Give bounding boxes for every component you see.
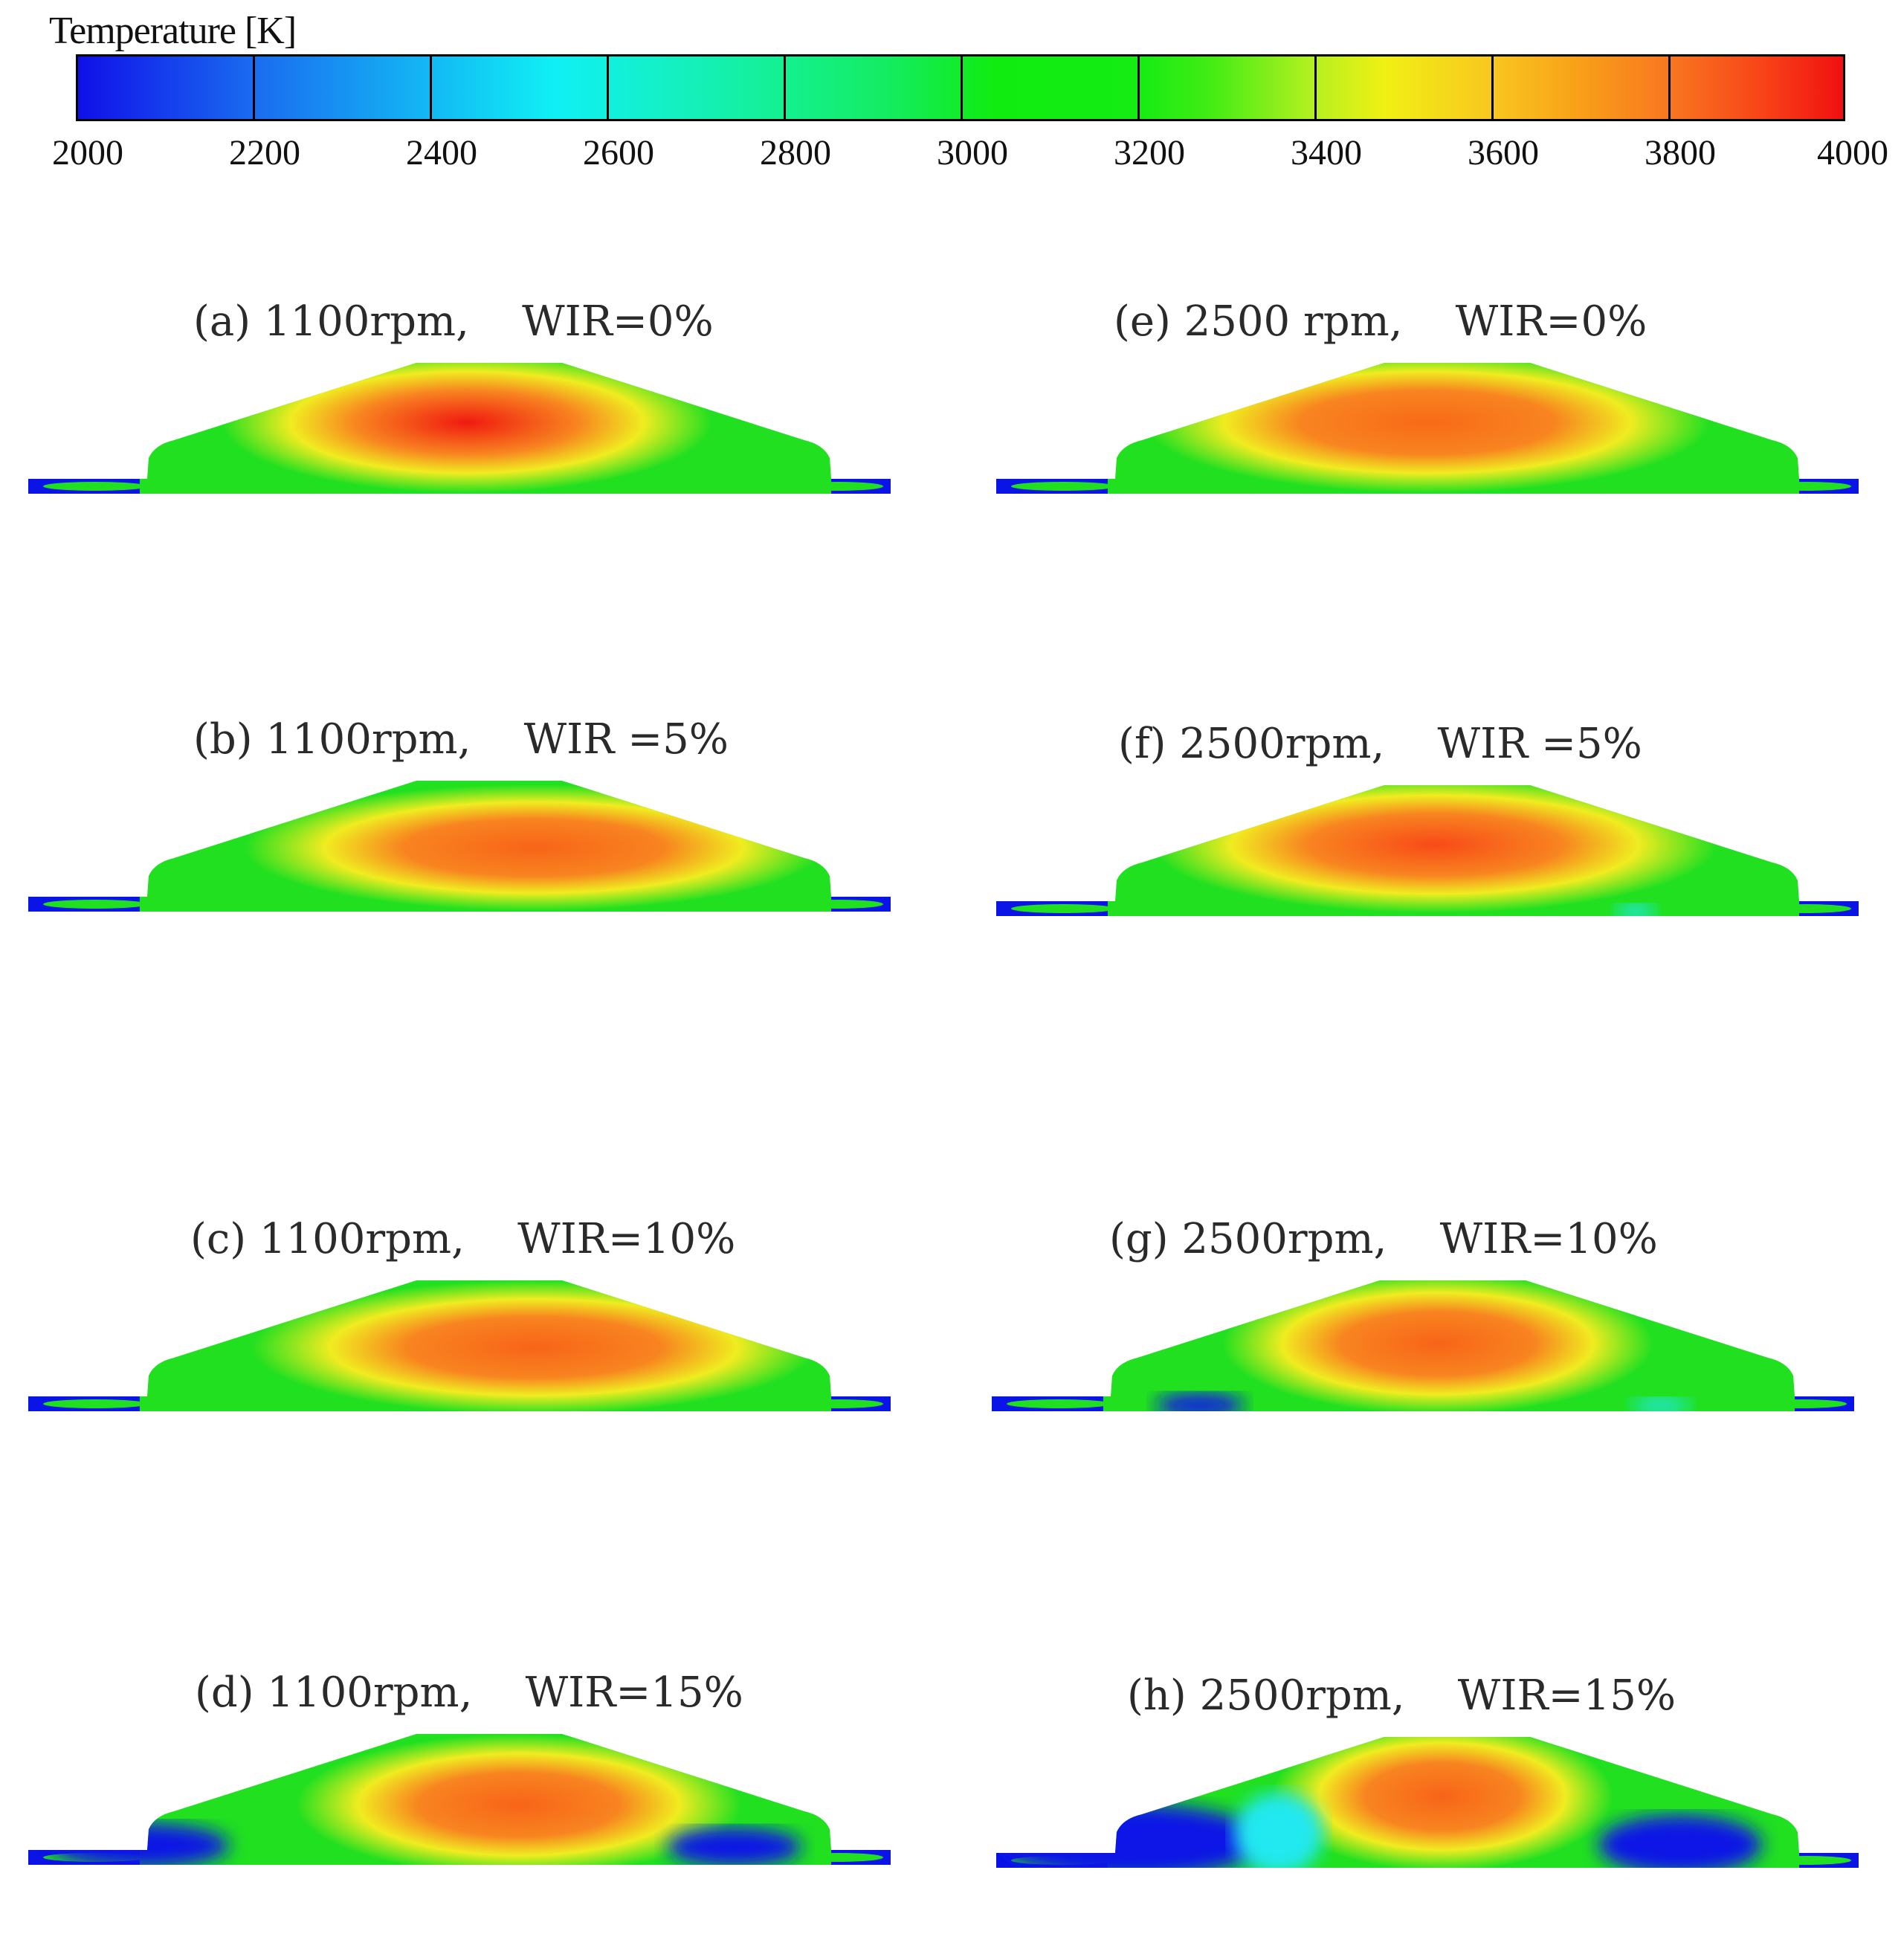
channel-streak (43, 900, 147, 909)
channel-streak (794, 1853, 883, 1862)
contour-panel-a: (a) 1100rpm, WIR=0% (28, 297, 950, 580)
cold-region (668, 1828, 801, 1865)
panel-caption: (c) 1100rpm, WIR=10% (190, 1215, 736, 1263)
colorbar-tick-label: 2000 (52, 133, 123, 173)
contour-panel-b: (b) 1100rpm, WIR =5% (28, 715, 950, 998)
cold-region (996, 1804, 1264, 1868)
cool-region (1615, 904, 1656, 916)
panel-caption: (b) 1100rpm, WIR =5% (193, 715, 729, 764)
channel-streak (1011, 904, 1115, 913)
hot-core (244, 784, 824, 911)
colorbar-tick-label: 4000 (1817, 133, 1888, 173)
contour-panel-d: (d) 1100rpm, WIR=15% (28, 1669, 950, 1951)
cold-region (51, 1823, 229, 1865)
panel-caption: (h) 2500rpm, WIR=15% (1127, 1672, 1676, 1720)
colorbar (76, 54, 1845, 121)
hot-core (296, 1734, 742, 1865)
colorbar-separator (1314, 57, 1317, 119)
channel-streak (43, 1399, 147, 1408)
figure-root: Temperature [K] 2000 2200 2400 2600 2800… (28, 10, 1901, 1868)
contour-panel-f: (f) 2500rpm, WIR =5% (996, 720, 1901, 1002)
colorbar-tick-label: 3400 (1291, 133, 1362, 173)
panel-caption: (d) 1100rpm, WIR=15% (195, 1669, 743, 1717)
temperature-contour (996, 1737, 1859, 1868)
colorbar-tick-label: 3200 (1114, 133, 1185, 173)
contour-panel-c: (c) 1100rpm, WIR=10% (28, 1215, 950, 1498)
hot-core (1271, 1737, 1613, 1868)
cold-region (1155, 1393, 1245, 1411)
cool-region (1631, 1398, 1691, 1411)
contour-field (992, 1280, 1854, 1411)
colorbar-tick-label: 3600 (1468, 133, 1539, 173)
colorbar-separator (1137, 57, 1140, 119)
channel-streak (794, 482, 883, 491)
channel-streak (1011, 482, 1115, 491)
panel-caption: (g) 2500rpm, WIR=10% (1109, 1215, 1658, 1263)
channel-streak (1762, 482, 1851, 491)
colorbar-tick-label: 2200 (229, 133, 300, 173)
cold-region (1598, 1815, 1762, 1868)
temperature-contour (28, 781, 891, 912)
channel-streak (794, 1399, 883, 1408)
colorbar-separator (253, 57, 255, 119)
contour-field (996, 1737, 1859, 1868)
contour-field (28, 363, 891, 494)
temperature-contour (28, 363, 891, 494)
colorbar-tick-label: 3000 (937, 133, 1008, 173)
contour-panel-e: (e) 2500 rpm, WIR=0% (996, 297, 1901, 580)
panel-caption: (e) 2500 rpm, WIR=0% (1114, 297, 1647, 346)
contour-field (28, 1280, 891, 1411)
colorbar-separator (961, 57, 963, 119)
temperature-contour (28, 1734, 891, 1865)
channel-streak (1762, 904, 1851, 913)
temperature-contour (996, 363, 1859, 494)
channel-streak (1758, 1399, 1847, 1408)
colorbar-separator (1491, 57, 1494, 119)
colorbar-tick-label: 2600 (583, 133, 654, 173)
hot-core (222, 363, 712, 493)
colorbar-separator (430, 57, 432, 119)
temperature-contour (992, 1280, 1854, 1411)
channel-streak (43, 482, 147, 491)
channel-streak (1762, 1856, 1851, 1865)
colorbar-tick-label: 3800 (1645, 133, 1716, 173)
hot-core (1222, 1280, 1653, 1411)
contour-field (28, 1734, 891, 1865)
colorbar-tick-label: 2800 (760, 133, 831, 173)
channel-streak (1007, 1399, 1111, 1408)
colorbar-separator (1668, 57, 1671, 119)
panel-caption: (a) 1100rpm, WIR=0% (193, 297, 714, 346)
colorbar-title: Temperature [K] (49, 10, 297, 52)
colorbar-separator (784, 57, 786, 119)
hot-core (251, 1280, 816, 1411)
temperature-contour (996, 785, 1859, 916)
cool-region (1234, 1793, 1323, 1868)
contour-field (28, 781, 891, 912)
temperature-contour (28, 1280, 891, 1411)
contour-field (996, 785, 1859, 916)
colorbar-tick-label: 2400 (406, 133, 477, 173)
colorbar-separator (607, 57, 609, 119)
contour-field (996, 363, 1859, 494)
panel-caption: (f) 2500rpm, WIR =5% (1118, 720, 1642, 768)
contour-panel-h: (h) 2500rpm, WIR=15% (996, 1672, 1901, 1954)
channel-streak (794, 900, 883, 909)
contour-panel-g: (g) 2500rpm, WIR=10% (992, 1215, 1901, 1498)
